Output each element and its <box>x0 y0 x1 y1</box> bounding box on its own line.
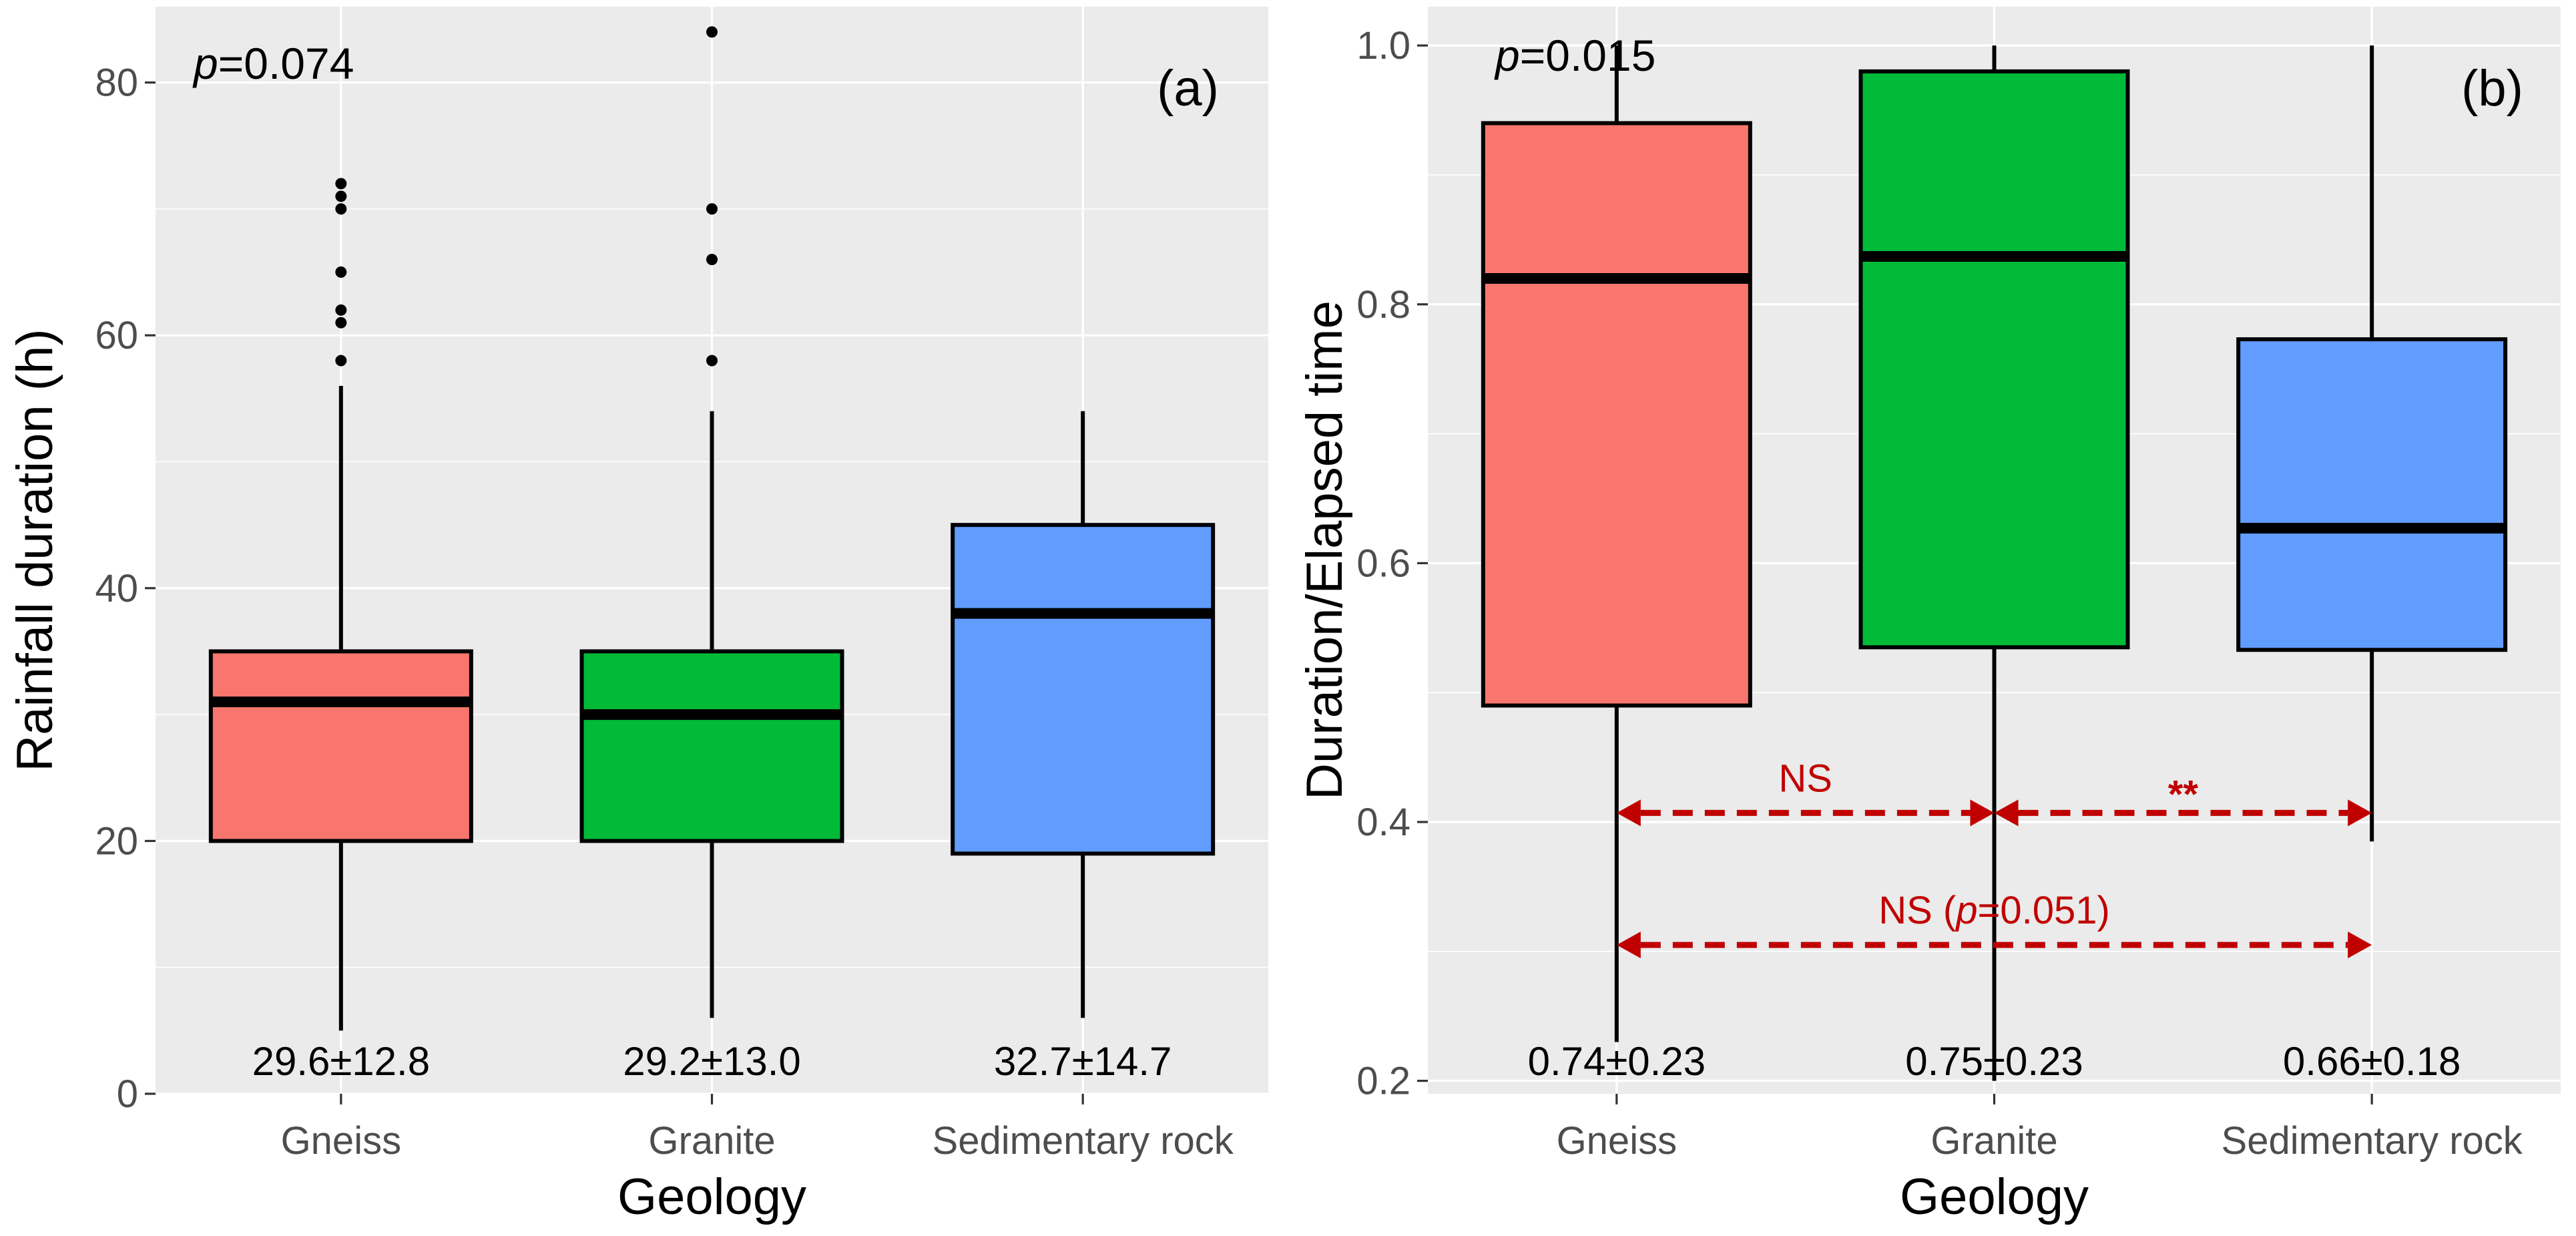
comparison-label: ** <box>2168 773 2199 816</box>
panel-label: (b) <box>2461 60 2523 117</box>
mean-sd-label: 0.75±0.23 <box>1905 1039 2083 1084</box>
y-tick-label: 0.8 <box>1356 283 1410 327</box>
x-tick-label: Gneiss <box>1557 1119 1678 1163</box>
panel-label: (a) <box>1157 60 1219 117</box>
arrowhead-left <box>1994 799 2019 827</box>
outlier-point <box>335 203 347 215</box>
y-tick-label: 0 <box>117 1072 138 1116</box>
arrowhead-left <box>1616 799 1641 827</box>
y-tick-label: 20 <box>95 819 138 863</box>
y-tick-label: 80 <box>95 61 138 105</box>
comparison-arrow: NS (p=0.051) <box>1616 889 2372 959</box>
box-iqr <box>1481 121 1752 708</box>
comparison-label: NS <box>1778 757 1832 800</box>
x-axis-title: Geology <box>1900 1169 2089 1225</box>
x-tick-label: Sedimentary rock <box>2222 1119 2523 1163</box>
mean-sd-label: 0.74±0.23 <box>1528 1039 1706 1084</box>
outlier-point <box>706 355 718 367</box>
x-tick-label: Sedimentary rock <box>933 1119 1234 1163</box>
y-tick-label: 1.0 <box>1356 24 1410 67</box>
arrowhead-left <box>1616 932 1641 959</box>
box-granite <box>1858 45 2130 1081</box>
outlier-point <box>706 203 718 215</box>
box-iqr <box>1858 69 2130 650</box>
outlier-point <box>335 266 347 278</box>
comparison-label: NS (p=0.051) <box>1878 889 2110 932</box>
arrowhead-right <box>2348 932 2372 959</box>
mean-sd-label: 32.7±14.7 <box>994 1039 1172 1084</box>
outlier-point <box>335 304 347 316</box>
y-tick-label: 0.4 <box>1356 801 1410 844</box>
y-tick-label: 60 <box>95 314 138 357</box>
outlier-point <box>335 355 347 367</box>
chart-panel-b: 0.2 0.4 0.6 0.8 1.0 Gneiss Granite Sedimentary … <box>1296 7 2561 1225</box>
outlier-point <box>706 26 718 38</box>
mean-sd-label: 29.6±12.8 <box>252 1039 430 1084</box>
arrowhead-right <box>1970 799 1995 827</box>
box-gneiss <box>1481 45 1752 1042</box>
x-axis-title: Geology <box>617 1169 806 1225</box>
mean-sd-label: 29.2±13.0 <box>623 1039 800 1084</box>
box-gneiss <box>208 178 473 1031</box>
outlier-point <box>335 317 347 329</box>
y-axis-title: Rainfall duration (h) <box>7 329 63 771</box>
x-tick-label: Granite <box>1930 1119 2057 1163</box>
box-iqr <box>2236 337 2508 652</box>
y-axis-title: Duration/Elapsed time <box>1296 300 1353 800</box>
arrowhead-right <box>2348 799 2372 827</box>
x-tick-label: Granite <box>648 1119 775 1163</box>
outlier-point <box>335 190 347 202</box>
box-iqr <box>579 649 844 843</box>
comparison-arrow: NS <box>1616 757 1995 827</box>
outlier-point <box>706 254 718 266</box>
outlier-point <box>335 178 347 190</box>
y-tick-label: 0.2 <box>1356 1060 1410 1103</box>
box-sedimentary-rock <box>951 411 1216 1018</box>
y-tick-label: 40 <box>95 567 138 610</box>
mean-sd-label: 0.66±0.18 <box>2283 1039 2461 1084</box>
p-value-label: p=0.074 <box>192 39 354 88</box>
chart-panel-a: 0 20 40 60 80 Gneiss Granite Sedimentary rock 29… <box>7 7 1268 1225</box>
box-granite <box>579 26 844 1018</box>
p-value-label: p=0.015 <box>1494 31 1655 80</box>
box-iqr <box>208 649 473 843</box>
comparison-arrow: ** <box>1994 773 2372 827</box>
box-iqr <box>951 523 1216 856</box>
box-sedimentary-rock <box>2236 45 2508 842</box>
x-tick-label: Gneiss <box>281 1119 402 1163</box>
y-tick-label: 0.6 <box>1356 542 1410 585</box>
